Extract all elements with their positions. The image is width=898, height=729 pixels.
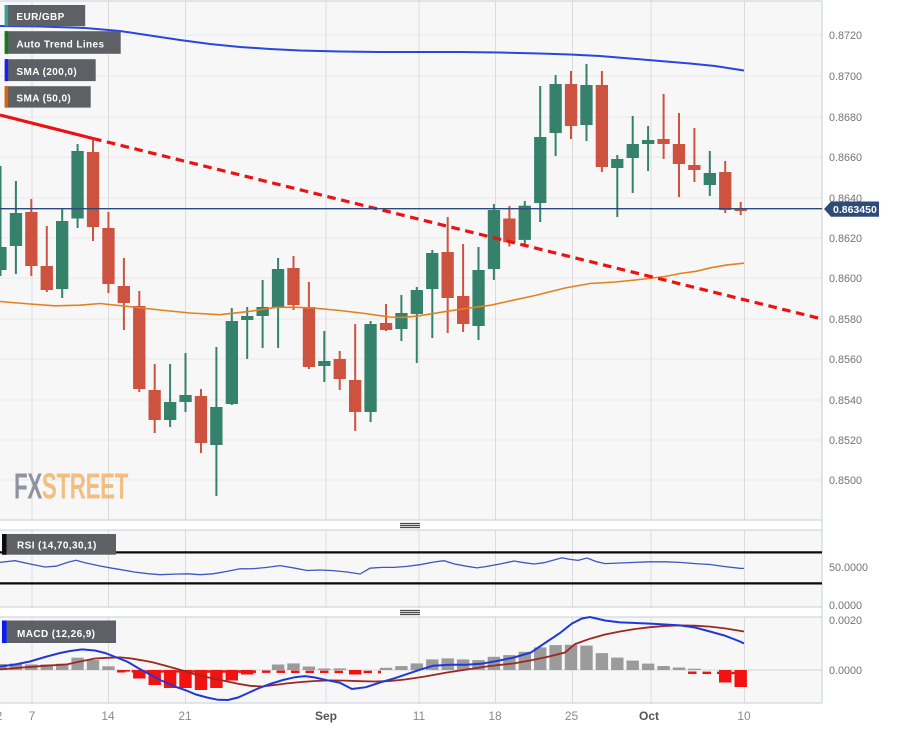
- svg-text:0.8620: 0.8620: [829, 233, 862, 245]
- svg-text:50.0000: 50.0000: [829, 562, 868, 574]
- svg-text:0.8540: 0.8540: [829, 395, 862, 407]
- svg-text:Auto Trend Lines: Auto Trend Lines: [16, 40, 104, 51]
- svg-text:21: 21: [178, 709, 192, 723]
- svg-text:0.8600: 0.8600: [829, 273, 862, 285]
- svg-text:0.8700: 0.8700: [829, 71, 862, 83]
- svg-text:EUR/GBP: EUR/GBP: [16, 12, 64, 23]
- svg-text:Sep: Sep: [315, 709, 337, 723]
- svg-text:0.8680: 0.8680: [829, 112, 862, 124]
- svg-text:11: 11: [413, 709, 426, 723]
- svg-text:RSI (14,70,30,1): RSI (14,70,30,1): [17, 541, 97, 552]
- svg-text:SMA (200,0): SMA (200,0): [16, 67, 77, 78]
- svg-text:2: 2: [0, 709, 3, 723]
- svg-text:FXSTREET: FXSTREET: [14, 467, 128, 507]
- svg-text:0.0000: 0.0000: [829, 600, 862, 612]
- svg-text:0.8500: 0.8500: [829, 475, 862, 487]
- svg-text:0.8580: 0.8580: [829, 314, 862, 326]
- svg-text:0.8660: 0.8660: [829, 152, 862, 164]
- svg-text:25: 25: [565, 709, 579, 723]
- svg-text:14: 14: [101, 709, 115, 723]
- svg-text:0.8520: 0.8520: [829, 435, 862, 447]
- svg-text:18: 18: [488, 709, 502, 723]
- svg-text:MACD (12,26,9): MACD (12,26,9): [17, 629, 95, 640]
- svg-text:0.0000: 0.0000: [829, 665, 862, 677]
- svg-text:7: 7: [29, 709, 36, 723]
- svg-text:0.863450: 0.863450: [833, 204, 877, 216]
- svg-text:SMA (50,0): SMA (50,0): [16, 94, 71, 105]
- svg-text:Oct: Oct: [639, 709, 659, 723]
- svg-text:10: 10: [737, 709, 751, 723]
- svg-text:0.0020: 0.0020: [829, 615, 862, 627]
- svg-text:0.8720: 0.8720: [829, 30, 862, 42]
- svg-text:0.8560: 0.8560: [829, 354, 862, 366]
